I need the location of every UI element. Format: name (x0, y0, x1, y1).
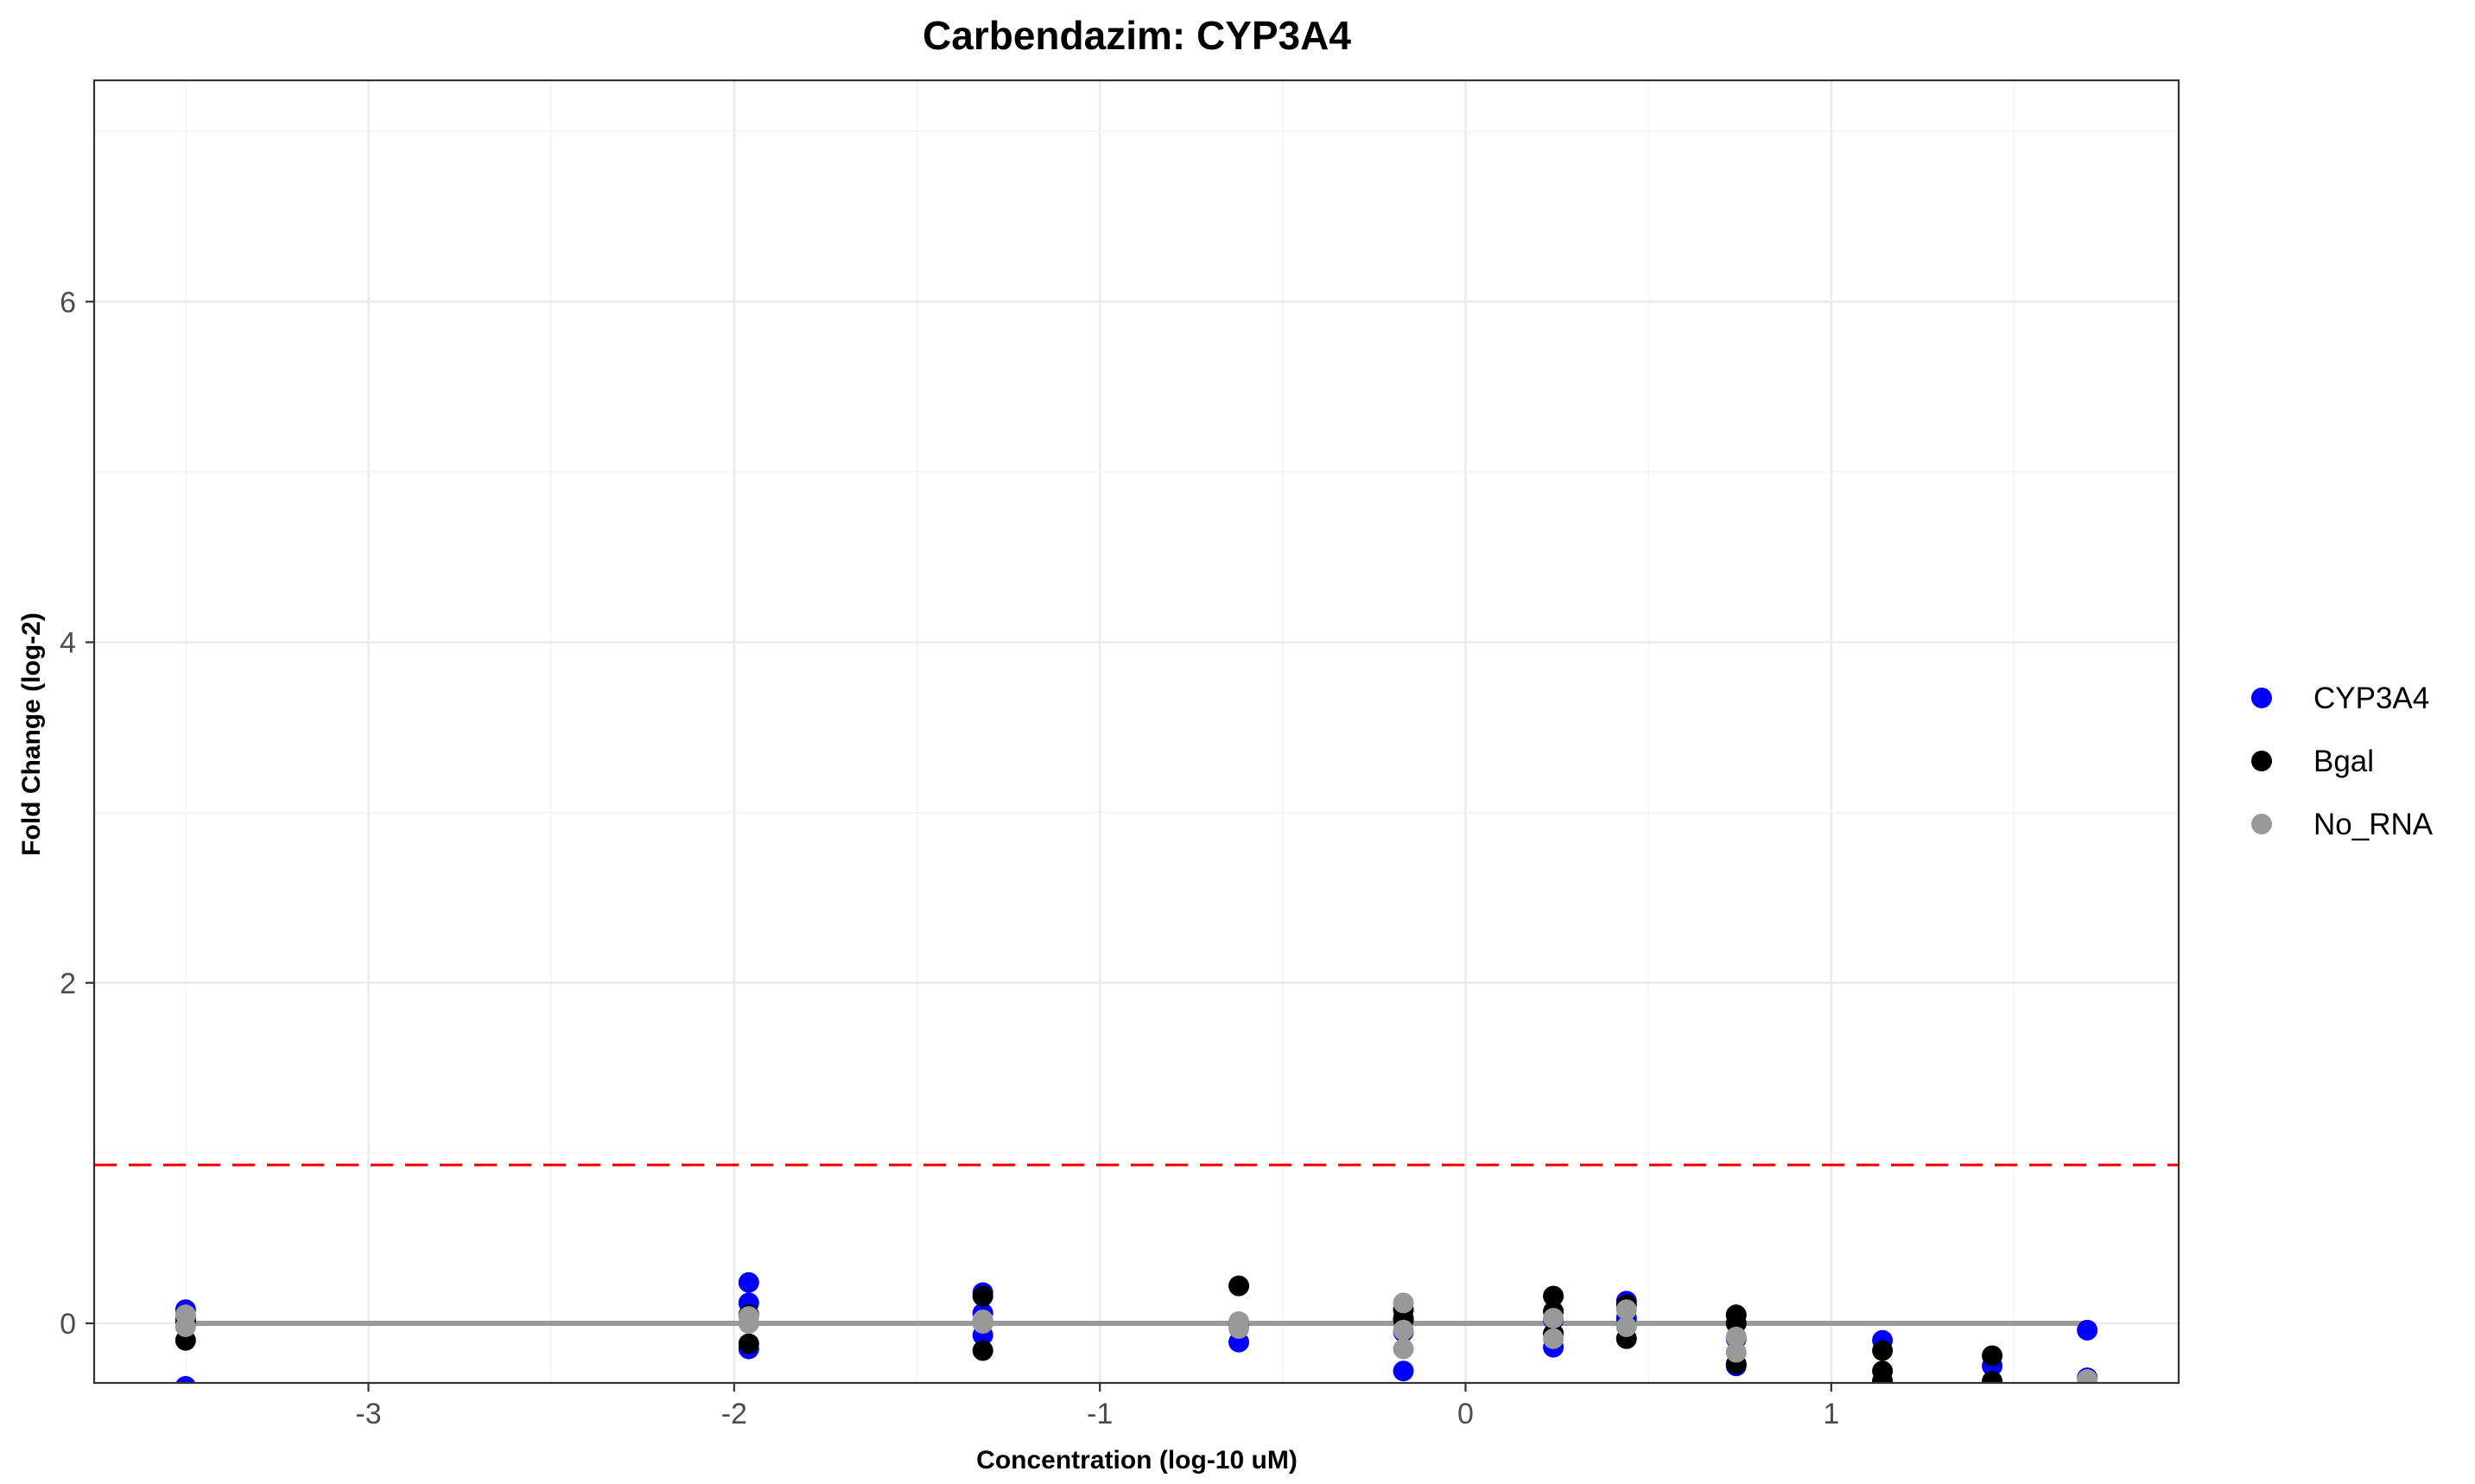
point-cyp3a4-3 (738, 1272, 759, 1293)
y-axis-title: Fold Change (log-2) (17, 612, 46, 856)
point-cyp3a4-11 (1393, 1360, 1414, 1382)
point-cyp3a4-23 (2077, 1319, 2098, 1341)
legend-key-cyp3a4 (2251, 688, 2272, 708)
y-tick-label-0: 0 (60, 1308, 76, 1341)
point-bgal-19 (1872, 1371, 1894, 1383)
point-no-rna-11 (1543, 1308, 1564, 1329)
legend: CYP3A4 Bgal No_RNA (2251, 682, 2434, 841)
x-tick-label-4: 1 (1823, 1398, 1839, 1430)
plot-panel-border (92, 79, 2180, 1385)
point-no-rna-5 (972, 1313, 993, 1335)
x-axis-title: Concentration (log-10 uM) (976, 1446, 1298, 1474)
legend-label-cyp3a4: CYP3A4 (2313, 682, 2429, 715)
point-no-rna-3 (738, 1313, 759, 1335)
data-points (175, 1272, 2098, 1383)
y-tick-label-3: 6 (60, 286, 76, 319)
point-no-rna-14 (1615, 1316, 1637, 1337)
legend-key-bgal (2251, 751, 2272, 771)
point-bgal-20 (1982, 1345, 2003, 1367)
point-no-rna-13 (1615, 1299, 1637, 1321)
y-tick-label-1: 2 (60, 967, 76, 1000)
point-no-rna-15 (1725, 1326, 1747, 1348)
point-no-rna-10 (1393, 1319, 1414, 1341)
point-no-rna-7 (1228, 1311, 1250, 1333)
chart-title: Carbendazim: CYP3A4 (923, 13, 1351, 58)
point-no-rna-8 (1393, 1292, 1414, 1314)
y-tick-label-2: 4 (60, 627, 76, 660)
x-tick-label-1: -2 (721, 1398, 747, 1430)
point-no-rna-16 (1725, 1341, 1747, 1363)
x-tick-label-3: 0 (1457, 1398, 1474, 1430)
point-no-rna-1 (175, 1316, 196, 1337)
x-tick-label-0: -3 (355, 1398, 381, 1430)
point-cyp3a4-1 (175, 1375, 196, 1383)
legend-key-no-rna (2251, 814, 2272, 834)
point-no-rna-9 (1393, 1338, 1414, 1360)
point-bgal-6 (1228, 1275, 1250, 1297)
point-no-rna-12 (1543, 1328, 1564, 1349)
point-bgal-4 (972, 1340, 993, 1361)
point-bgal-17 (1872, 1340, 1894, 1361)
point-bgal-21 (1982, 1371, 2003, 1383)
legend-label-no-rna: No_RNA (2313, 808, 2434, 841)
point-bgal-9 (1543, 1285, 1564, 1307)
point-bgal-5 (972, 1285, 993, 1307)
axis-ticks: -3 -2 -1 0 1 0 2 4 6 (60, 286, 1839, 1430)
legend-label-bgal: Bgal (2313, 745, 2374, 778)
point-no-rna-17 (2077, 1369, 2098, 1383)
x-tick-label-2: -1 (1087, 1398, 1113, 1430)
point-bgal-2 (738, 1333, 759, 1354)
